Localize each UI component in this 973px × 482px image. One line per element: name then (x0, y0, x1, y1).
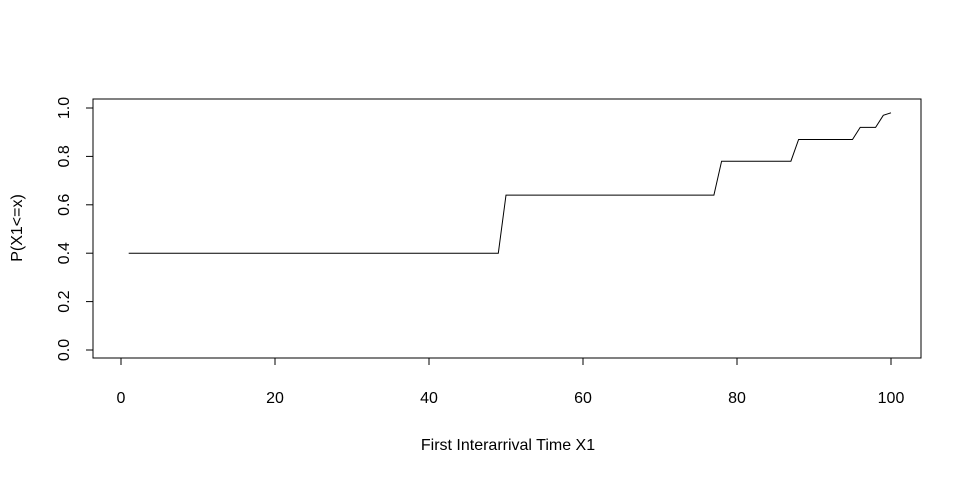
series-line (128, 112, 892, 254)
x-tick-label: 60 (574, 390, 592, 407)
x-tick-label: 80 (728, 390, 746, 407)
y-axis-title: P(X1<=x) (9, 194, 26, 262)
x-tick-label: 100 (878, 390, 905, 407)
x-tick-label: 20 (266, 390, 284, 407)
y-tick-label: 0.6 (56, 194, 73, 216)
y-tick-label: 1.0 (56, 97, 73, 119)
y-tick-label: 0.8 (56, 145, 73, 167)
y-axis: 0.0 0.2 0.4 0.6 0.8 1.0 (56, 97, 94, 361)
plot-box (92, 98, 922, 359)
x-axis: 0 20 40 60 80 100 (117, 357, 905, 407)
y-tick-label: 0.2 (56, 290, 73, 312)
x-tick-label: 40 (420, 390, 438, 407)
x-tick-label: 0 (117, 390, 126, 407)
y-tick-label: 0.4 (56, 242, 73, 264)
series-layer (128, 112, 892, 254)
x-axis-title: First Interarrival Time X1 (421, 437, 595, 454)
y-tick-label: 0.0 (56, 339, 73, 361)
